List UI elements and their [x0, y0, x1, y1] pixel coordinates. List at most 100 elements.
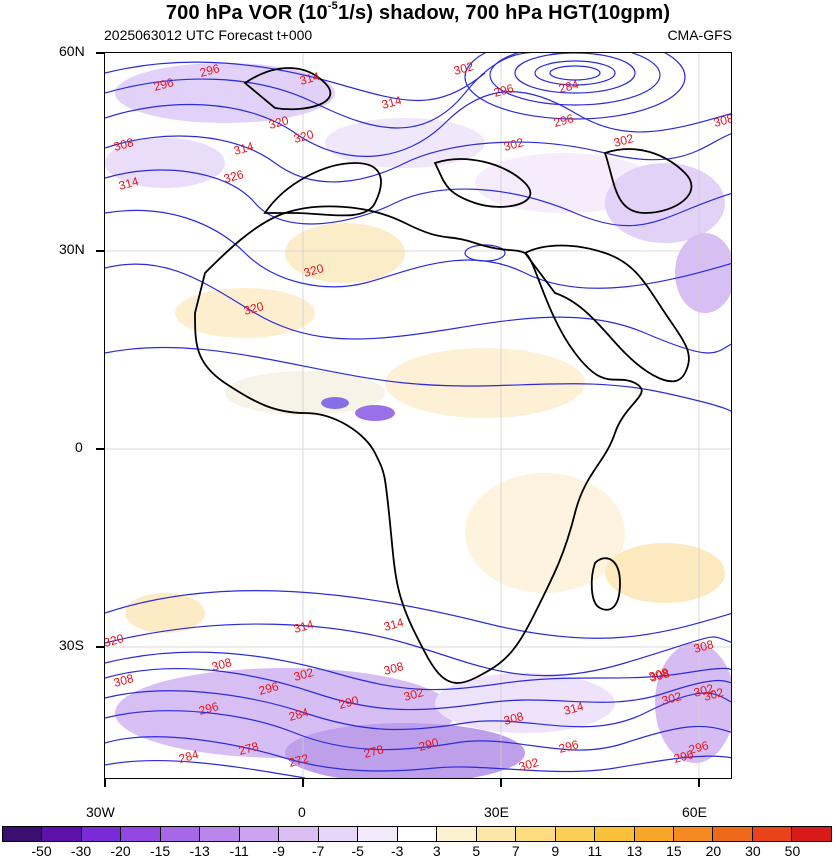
contour-label: 296 [152, 75, 175, 94]
lon-label-30e: 30E [484, 804, 509, 820]
contour-label: 278 [362, 742, 385, 761]
contour-label: 302 [702, 685, 725, 704]
contour-label: 302 [292, 665, 315, 684]
contour-label: 302 [502, 135, 525, 154]
colorbar-label: -13 [189, 843, 210, 859]
contour-label: 320 [242, 299, 265, 318]
colorbar-label: 3 [432, 843, 441, 859]
contour-label: 272 [287, 751, 310, 770]
contour-label: 296 [197, 699, 220, 718]
colorbar-label: -7 [311, 843, 325, 859]
contour-label: 320 [267, 113, 290, 132]
contour-label: 296 [552, 111, 575, 130]
lon-label-0: 0 [298, 804, 306, 820]
colorbar-swatch [713, 827, 753, 841]
contour-label: 302 [612, 131, 635, 150]
colorbar-label: -11 [229, 843, 249, 859]
colorbar-label: 9 [551, 843, 560, 859]
contour-label: 296 [257, 679, 280, 698]
contour-label: 308 [712, 111, 732, 130]
graticule [105, 53, 731, 778]
contour-label: 296 [492, 81, 515, 100]
colorbar-swatch [200, 827, 240, 841]
colorbar-label: -20 [110, 843, 131, 859]
colorbar-swatch [160, 827, 201, 841]
contour-label: 290 [337, 693, 360, 712]
contour-label: 284 [177, 747, 200, 766]
colorbar-label: 11 [587, 843, 603, 859]
contour-label: 314 [562, 699, 585, 718]
contour-label: 296 [672, 747, 695, 766]
colorbar-swatch [397, 827, 438, 841]
colorbar-swatch [792, 827, 831, 841]
contour-label: 302 [517, 755, 540, 774]
lat-label-30s: 30S [59, 637, 84, 653]
colorbar-swatch [476, 827, 517, 841]
colorbar-label: -50 [31, 843, 52, 859]
contour-label: 290 [417, 735, 440, 754]
coastline [194, 67, 693, 684]
contour-label: 296 [687, 738, 710, 757]
colorbar-label: 15 [666, 843, 682, 859]
colorbar-swatch [516, 827, 556, 841]
colorbar-label: -15 [149, 843, 171, 859]
contour-label: 302 [402, 685, 425, 704]
colorbar-label: -5 [351, 843, 364, 859]
lon-label-30w: 30W [86, 804, 115, 820]
contour-label: 320 [105, 631, 125, 650]
colorbar-swatch [595, 827, 635, 841]
colorbar-label: 20 [705, 843, 722, 859]
contour-label: 278 [237, 739, 260, 758]
contour-label: 284 [287, 705, 310, 724]
contour-label: 302 [452, 59, 475, 78]
colorbar-label: -9 [272, 843, 285, 859]
colorbar-swatch [358, 827, 398, 841]
contour-label: 308 [112, 135, 135, 154]
vorticity-shading [105, 63, 731, 778]
colorbar-label: 13 [626, 843, 643, 859]
contour-label: 302 [660, 689, 683, 708]
lat-label-60n: 60N [59, 43, 85, 59]
contour-label: 308 [210, 655, 233, 674]
colorbar-labels: -50 -30 -20 -15 -13 -11 -9 -7 -5 -3 3 5 7 9 11 13 15 20 30… [0, 843, 836, 860]
colorbar-swatch [81, 827, 122, 841]
height-contours [105, 53, 731, 778]
map-title: 700 hPa VOR (10-51/s) shadow, 700 hPa HG… [165, 0, 671, 24]
contour-label: 308 [112, 671, 135, 690]
contour-label: 314 [380, 93, 403, 112]
colorbar-swatch [555, 827, 596, 841]
forecast-time-label: 2025063012 UTC Forecast t+000 [104, 27, 313, 43]
contour-label: 308 [692, 637, 715, 656]
colorbar-swatch [318, 827, 359, 841]
contour-label: 314 [298, 69, 321, 88]
colorbar-label: 30 [745, 843, 761, 859]
contour-label: 320 [292, 127, 315, 146]
contour-label: 308 [382, 659, 405, 678]
contour-label: 308 [502, 709, 525, 728]
contour-label: 308 [648, 666, 671, 685]
colorbar-label: -3 [391, 843, 404, 859]
colorbar-swatch [673, 827, 714, 841]
colorbar-swatch [42, 827, 82, 841]
colorbar-label: -30 [70, 843, 92, 859]
colorbar-label: 7 [511, 843, 520, 859]
contour-label: 284 [557, 77, 580, 96]
contour-label: 326 [222, 167, 245, 186]
contour-label: 314 [232, 139, 255, 158]
contour-label: 314 [292, 617, 315, 636]
model-name-label: CMA-GFS [667, 27, 732, 43]
contour-label: 314 [382, 615, 405, 634]
contour-label: 296 [557, 737, 580, 756]
map-panel: 296 296 314 314 302 296 284 308 314 320 296 302 302 3… [104, 52, 732, 779]
vorticity-colorbar [2, 826, 832, 842]
contour-label: 320 [302, 261, 325, 280]
colorbar-swatch [3, 827, 43, 841]
contour-label: 308 [647, 665, 670, 684]
contour-label: 302 [692, 681, 715, 700]
colorbar-swatch [279, 827, 319, 841]
lat-label-30n: 30N [59, 241, 85, 257]
contour-label: 314 [117, 174, 140, 193]
colorbar-label: 5 [472, 843, 481, 859]
